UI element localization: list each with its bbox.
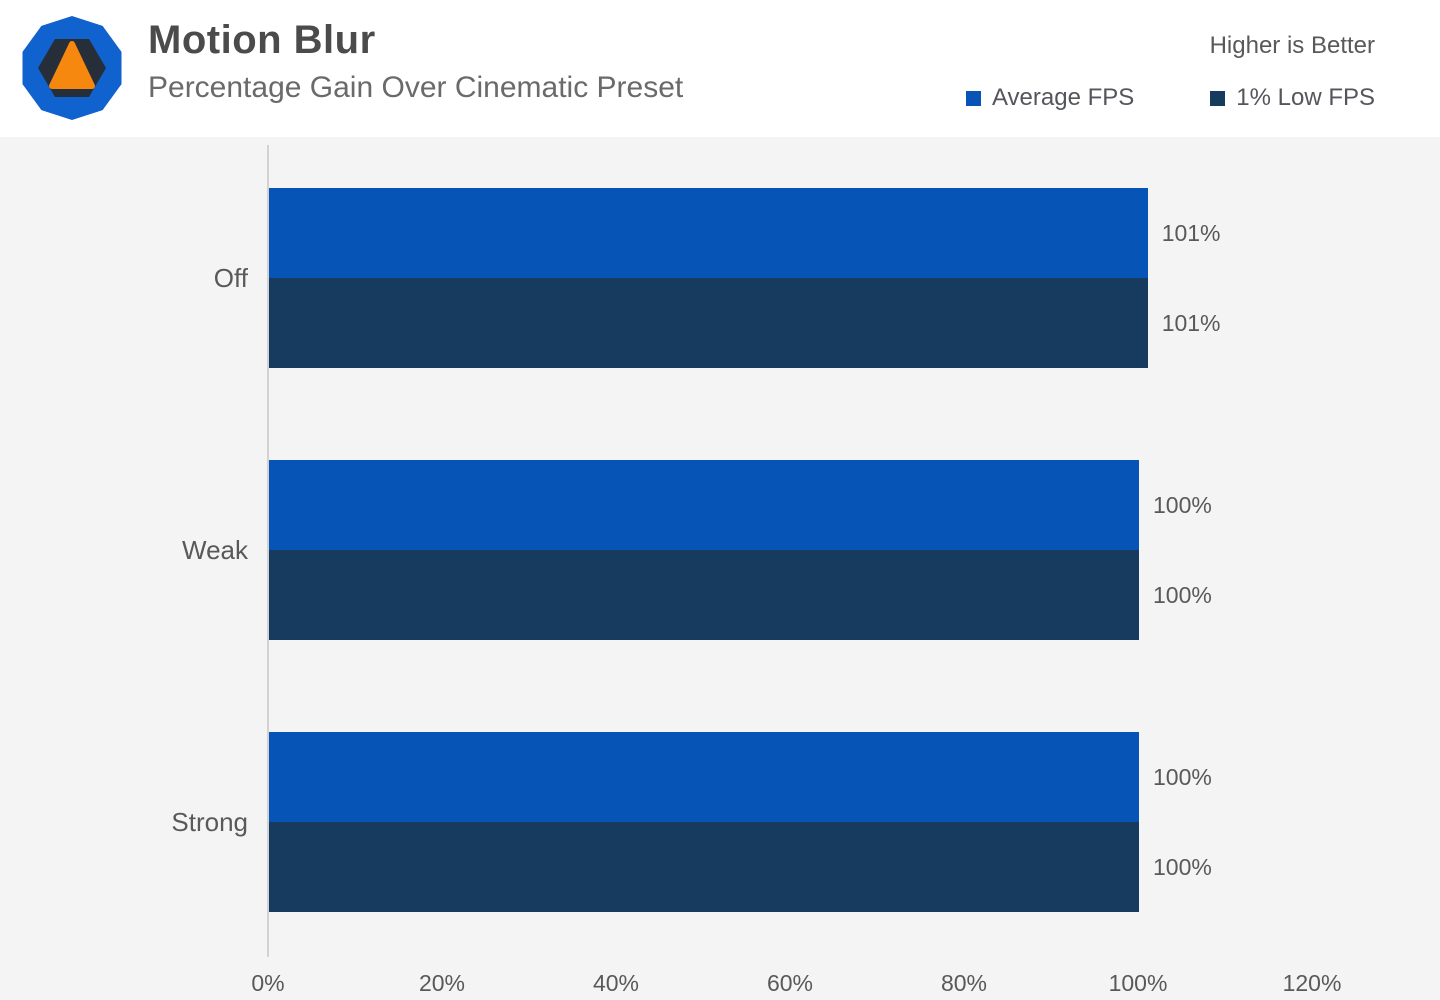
y-axis-line	[267, 145, 269, 957]
average-fps-bar	[269, 188, 1148, 278]
one-percent-low-fps-bar	[269, 550, 1139, 640]
legend-label-average-fps: Average FPS	[991, 84, 1135, 111]
title-block: Motion Blur Percentage Gain Over Cinemat…	[148, 18, 683, 105]
one-percent-low-fps-bar	[269, 822, 1139, 912]
average-fps-bar	[269, 460, 1139, 550]
chart-title: Motion Blur	[148, 18, 376, 62]
x-axis-tick-label: 80%	[940, 970, 988, 996]
x-axis-tick-label: 40%	[592, 970, 640, 996]
bar-chart-plot-area: Off 101% 101% Weak 100% 100% Strong 100% 100% 0% 2…	[0, 137, 1440, 1000]
bar-value-label: 101%	[1161, 220, 1221, 246]
legend-label-1-percent-low-fps: 1% Low FPS	[1236, 84, 1375, 111]
category-label: Weak	[182, 535, 248, 565]
header-right: Higher is Better Average FPS 1% Low FPS	[965, 32, 1375, 112]
hardware-unboxed-logo-icon	[22, 16, 122, 120]
bar-value-label: 100%	[1153, 764, 1212, 790]
x-axis-tick-label: 0%	[251, 970, 285, 996]
category-label: Off	[213, 263, 248, 293]
bar-value-label: 100%	[1153, 582, 1212, 608]
x-axis-tick-label: 20%	[418, 970, 466, 996]
bar-value-label: 101%	[1161, 310, 1221, 336]
x-axis-tick-label: 100%	[1108, 970, 1168, 996]
one-percent-low-fps-swatch-icon	[1210, 90, 1226, 106]
bar-value-label: 100%	[1153, 854, 1212, 880]
legend: Average FPS 1% Low FPS	[965, 84, 1375, 112]
legend-item-1-percent-low-fps: 1% Low FPS	[1210, 84, 1375, 112]
bar-value-label: 100%	[1153, 492, 1212, 518]
one-percent-low-fps-bar	[269, 278, 1148, 368]
chart-header: Motion Blur Percentage Gain Over Cinemat…	[0, 0, 1440, 137]
x-axis-tick-label: 60%	[766, 970, 814, 996]
average-fps-swatch-icon	[965, 90, 981, 106]
higher-is-better-note: Higher is Better	[1209, 32, 1375, 59]
legend-item-average-fps: Average FPS	[965, 84, 1135, 112]
x-axis-tick-label: 120%	[1282, 970, 1342, 996]
average-fps-bar	[269, 732, 1139, 822]
category-label: Strong	[171, 807, 248, 837]
chart-subtitle: Percentage Gain Over Cinematic Preset	[148, 71, 684, 104]
